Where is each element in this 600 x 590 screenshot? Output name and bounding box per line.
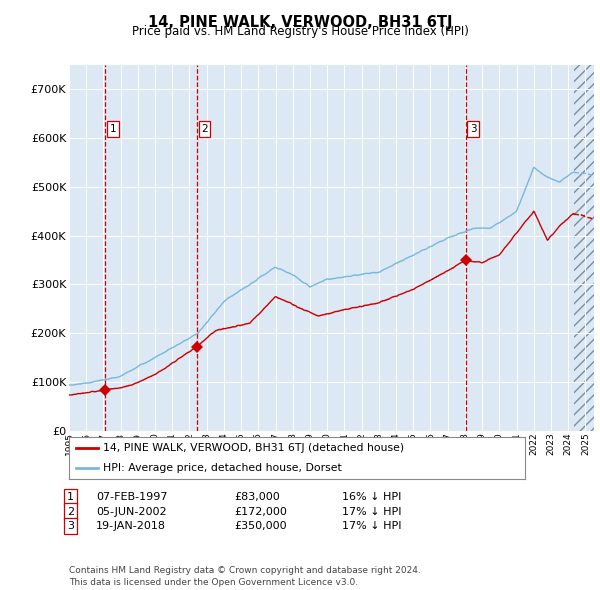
Text: 3: 3 bbox=[67, 522, 74, 531]
Text: Contains HM Land Registry data © Crown copyright and database right 2024.
This d: Contains HM Land Registry data © Crown c… bbox=[69, 566, 421, 587]
Text: £172,000: £172,000 bbox=[234, 507, 287, 516]
Text: 14, PINE WALK, VERWOOD, BH31 6TJ: 14, PINE WALK, VERWOOD, BH31 6TJ bbox=[148, 15, 452, 30]
Text: 19-JAN-2018: 19-JAN-2018 bbox=[96, 522, 166, 531]
Bar bbox=[574, 65, 594, 431]
Text: 2: 2 bbox=[201, 124, 208, 134]
Text: £83,000: £83,000 bbox=[234, 492, 280, 502]
Text: HPI: Average price, detached house, Dorset: HPI: Average price, detached house, Dors… bbox=[103, 463, 341, 473]
Text: 16% ↓ HPI: 16% ↓ HPI bbox=[342, 492, 401, 502]
Text: 1: 1 bbox=[109, 124, 116, 134]
Text: 07-FEB-1997: 07-FEB-1997 bbox=[96, 492, 167, 502]
Text: 2: 2 bbox=[67, 507, 74, 516]
Text: 17% ↓ HPI: 17% ↓ HPI bbox=[342, 522, 401, 531]
Text: 17% ↓ HPI: 17% ↓ HPI bbox=[342, 507, 401, 516]
Text: 14, PINE WALK, VERWOOD, BH31 6TJ (detached house): 14, PINE WALK, VERWOOD, BH31 6TJ (detach… bbox=[103, 443, 404, 453]
Text: Price paid vs. HM Land Registry's House Price Index (HPI): Price paid vs. HM Land Registry's House … bbox=[131, 25, 469, 38]
Text: £350,000: £350,000 bbox=[234, 522, 287, 531]
Text: 05-JUN-2002: 05-JUN-2002 bbox=[96, 507, 167, 516]
Text: 1: 1 bbox=[67, 492, 74, 502]
Text: 3: 3 bbox=[470, 124, 476, 134]
